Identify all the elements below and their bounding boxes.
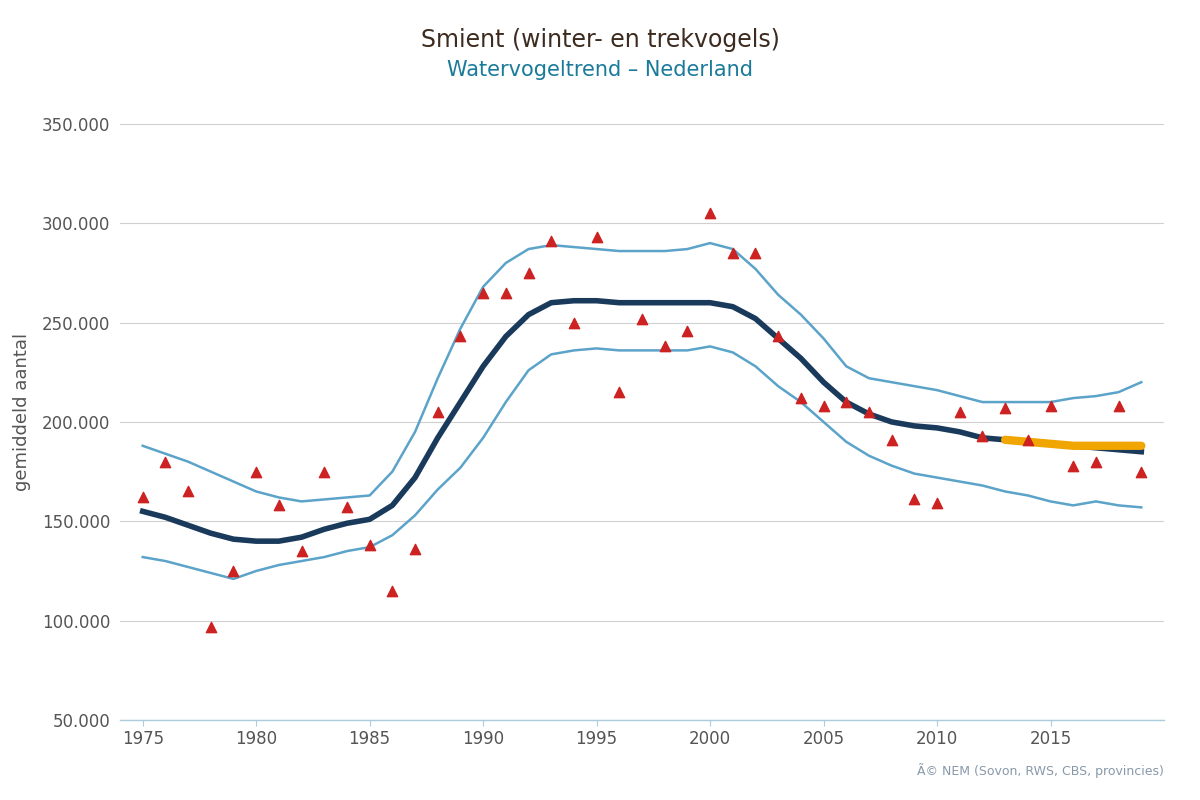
Point: [1040, 400, 1060, 413]
Point: [133, 491, 152, 504]
Text: Ã© NEM (Sovon, RWS, CBS, provincies): Ã© NEM (Sovon, RWS, CBS, provincies): [917, 763, 1164, 778]
Point: [632, 312, 652, 325]
Point: [383, 585, 402, 598]
Point: [973, 430, 992, 442]
Point: [814, 400, 833, 413]
Point: [541, 234, 560, 247]
Point: [724, 246, 743, 259]
Point: [1019, 434, 1038, 446]
Point: [746, 246, 766, 259]
Point: [950, 406, 970, 418]
Point: [564, 316, 583, 329]
Point: [859, 406, 878, 418]
Point: [928, 497, 947, 510]
Point: [406, 542, 425, 555]
Point: [314, 466, 334, 478]
Point: [451, 330, 470, 343]
Point: [882, 434, 901, 446]
Point: [587, 230, 606, 243]
Point: [996, 402, 1015, 414]
Point: [610, 386, 629, 398]
Point: [1109, 400, 1128, 413]
Point: [202, 620, 221, 633]
Point: [292, 545, 311, 558]
Text: Smient (winter- en trekvogels): Smient (winter- en trekvogels): [420, 28, 780, 52]
Point: [360, 538, 379, 551]
Point: [905, 493, 924, 506]
Point: [655, 340, 674, 353]
Point: [678, 324, 697, 337]
Point: [1132, 466, 1151, 478]
Point: [179, 485, 198, 498]
Point: [428, 406, 448, 418]
Point: [497, 286, 516, 299]
Text: Watervogeltrend – Nederland: Watervogeltrend – Nederland: [446, 60, 754, 80]
Point: [701, 207, 720, 220]
Point: [156, 455, 175, 468]
Point: [518, 266, 538, 279]
Point: [1086, 455, 1105, 468]
Point: [337, 501, 356, 514]
Y-axis label: gemiddeld aantal: gemiddeld aantal: [13, 333, 31, 491]
Point: [768, 330, 787, 343]
Point: [791, 392, 810, 405]
Point: [269, 499, 288, 512]
Point: [1063, 459, 1082, 472]
Point: [474, 286, 493, 299]
Point: [836, 396, 856, 409]
Point: [224, 565, 244, 578]
Point: [246, 466, 265, 478]
